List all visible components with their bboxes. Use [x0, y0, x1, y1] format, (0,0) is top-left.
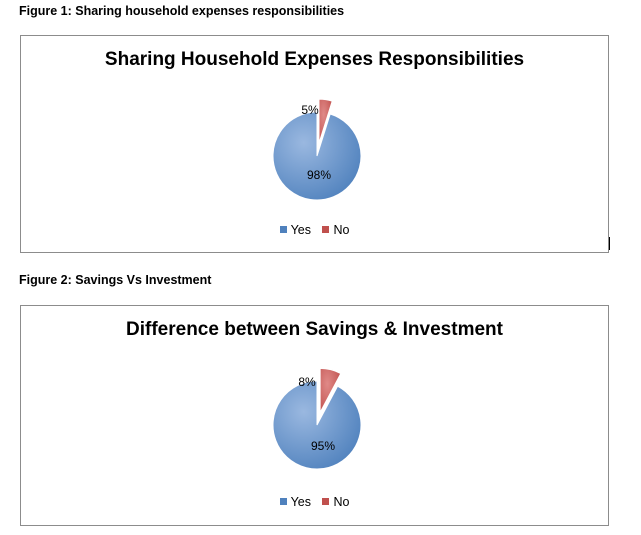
chart-1-legend: Yes No — [21, 222, 608, 237]
edge-mark — [609, 237, 610, 250]
chart-2-pie: 95% 8% — [272, 367, 362, 470]
chart-2-title: Difference between Savings & Investment — [126, 319, 503, 340]
legend-label-yes: Yes — [290, 494, 311, 509]
data-label-no: 5% — [301, 103, 319, 117]
chart-2: Difference between Savings & Investment … — [20, 305, 609, 526]
legend-item-no: No — [322, 223, 349, 237]
legend-item-no: No — [322, 495, 349, 509]
legend-item-yes: Yes — [279, 494, 311, 509]
chart-1: Sharing Household Expenses Responsibilit… — [20, 35, 609, 253]
legend-swatch-yes — [279, 226, 287, 233]
legend-swatch-yes — [279, 498, 287, 505]
data-label-yes: 98% — [307, 168, 331, 182]
legend-label-no: No — [333, 222, 350, 237]
pie-slice-yes — [272, 111, 362, 201]
legend-label-no: No — [333, 494, 350, 509]
figure-2-caption: Figure 2: Savings Vs Investment — [19, 273, 212, 287]
legend-swatch-no — [322, 226, 330, 233]
pie-slice-yes — [272, 380, 362, 470]
chart-1-title: Sharing Household Expenses Responsibilit… — [104, 49, 525, 70]
pie-slice-no — [319, 367, 342, 413]
legend-label-yes: Yes — [290, 222, 311, 237]
pie-slice-no — [318, 98, 333, 144]
data-label-no: 8% — [298, 375, 316, 389]
legend-swatch-no — [322, 498, 330, 505]
figure-1-caption: Figure 1: Sharing household expenses res… — [19, 4, 345, 18]
legend-item-yes: Yes — [279, 222, 311, 237]
chart-2-legend: Yes No — [21, 494, 608, 509]
chart-1-pie: 98% 5% — [272, 98, 362, 201]
data-label-yes: 95% — [311, 439, 335, 453]
